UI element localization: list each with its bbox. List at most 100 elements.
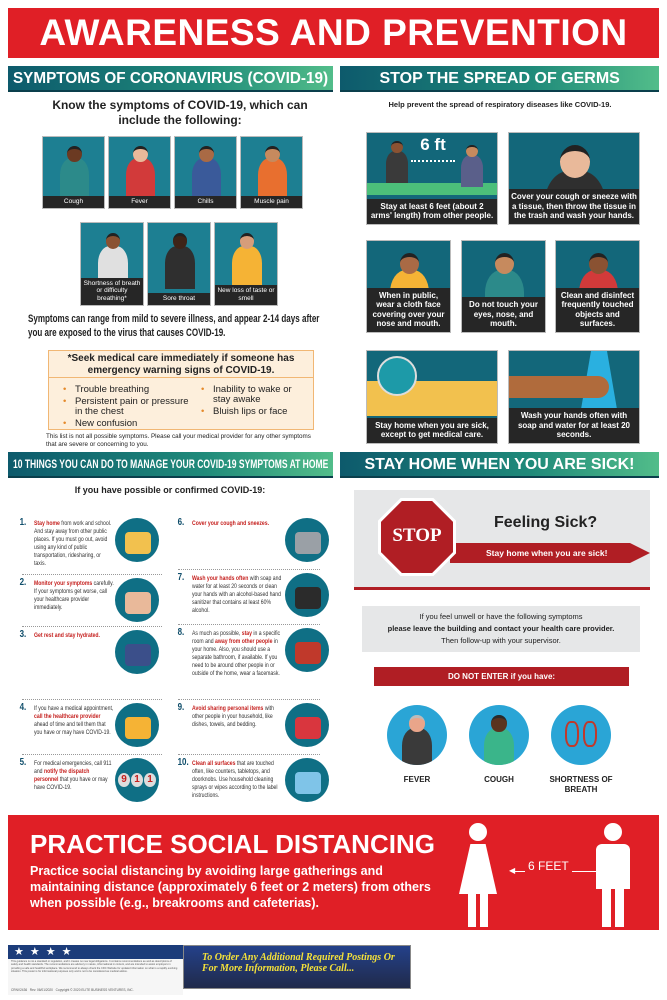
manage-item: 4. If you have a medical appointment, cal…: [20, 703, 114, 737]
warning-item: Inability to wake or stay awake: [201, 385, 309, 405]
person-head: [67, 145, 82, 162]
item-text: with other people in your household, lik…: [192, 705, 274, 728]
symptom-label: SHORTNESS OF BREATH: [549, 775, 613, 794]
distance-label: 6 ft: [420, 135, 446, 154]
stay-home-arrow: Stay home when you are sick!: [450, 543, 650, 563]
prevention-caption: When in public, wear a cloth face coveri…: [367, 287, 450, 332]
symptom-label: FEVER: [403, 775, 431, 784]
item-highlight: Clean all surfaces: [192, 760, 236, 767]
symptoms-header: SYMPTOMS OF CORONAVIRUS (COVID-19): [8, 66, 333, 92]
item-highlight: Get rest and stay hydrated.: [34, 632, 100, 639]
symptoms-range-text: Symptoms can range from mild to severe i…: [28, 313, 320, 339]
prevention-caption: Stay home when you are sick, except to g…: [367, 417, 497, 443]
do-not-enter-bar: DO NOT ENTER if you have:: [374, 667, 629, 686]
poster-code: CRNV2436: [11, 988, 28, 992]
symptoms-intro: Know the symptoms of COVID-19, which can…: [52, 98, 308, 127]
item-text: For medical emergencies, call 911 and: [34, 760, 112, 775]
emergency-warning-box: *Seek medical care immediately if someon…: [48, 350, 314, 430]
arrow-left-icon: ◀: [509, 866, 516, 875]
person-body: [125, 158, 156, 201]
manage-item: 5. For medical emergencies, call 911 and …: [20, 758, 114, 792]
symptom-label: Shortness of breath or difficulty breath…: [81, 277, 143, 305]
prevention-caption: Do not touch your eyes, nose, and mouth.: [462, 297, 545, 332]
prevention-caption: Wash your hands often with soap and wate…: [509, 408, 639, 443]
warning-item: Trouble breathing: [63, 385, 193, 396]
manage-item: 1. Stay home from work and school. And st…: [20, 518, 114, 568]
item-number: 4.: [19, 702, 27, 713]
person-head: [105, 233, 121, 250]
item-divider: [178, 699, 320, 700]
prevention-tile: Clean and disinfect frequently touched o…: [555, 240, 640, 333]
person-head: [133, 145, 148, 162]
item-highlight: Stay home: [34, 520, 60, 527]
instructions-box: If you feel unwell or have the following…: [362, 606, 640, 652]
manage-item: 3. Get rest and stay hydrated.: [20, 630, 114, 640]
revision: Rev. 06/01/2020: [29, 988, 53, 992]
item-text: As much as possible,: [192, 630, 242, 637]
manage-item-illustration-icon: [115, 578, 159, 622]
person-head: [409, 715, 425, 732]
person-body: [165, 245, 195, 289]
item-highlight: away from other people: [215, 638, 273, 645]
item-text: with soap and water for at least 20 seco…: [192, 575, 282, 614]
person-body: [401, 728, 433, 765]
germs-header-text: STOP THE SPREAD OF GERMS: [379, 70, 620, 87]
item-text: If you have a medical appointment,: [34, 705, 114, 712]
illustration-shape: [295, 532, 321, 554]
item-number: 3.: [19, 629, 27, 640]
item-text: carefully. If your symptoms get worse, c…: [34, 580, 114, 611]
feeling-sick-panel: Stay home when you are sick! STOP Feelin…: [354, 490, 650, 590]
symptom-tile: New loss of taste or smell: [214, 222, 278, 306]
symptom-tile: Fever: [108, 136, 171, 209]
item-number: 8.: [177, 627, 185, 638]
prevention-caption: Cover your cough or sneeze with a tissue…: [509, 189, 639, 224]
item-text: in your home. Also, you should use a sep…: [192, 638, 280, 677]
germs-header: STOP THE SPREAD OF GERMS: [340, 66, 659, 92]
item-text: in a specific room and: [192, 630, 281, 645]
person-body: [460, 154, 484, 187]
phone-digit: 9: [118, 773, 130, 787]
item-number: 1.: [19, 517, 27, 528]
illustration-shape: [295, 772, 321, 794]
prevention-tile: Stay home when you are sick, except to g…: [366, 350, 498, 444]
hand-icon: [509, 376, 609, 398]
person-head: [172, 233, 188, 250]
item-highlight: Wash your hands often: [192, 575, 249, 582]
warning-item: New confusion: [63, 419, 193, 430]
manage-intro: If you have possible or confirmed COVID-…: [74, 485, 266, 495]
manage-item-illustration-icon: [115, 703, 159, 747]
person-head: [491, 715, 507, 732]
symptom-tile: Cough: [42, 136, 105, 209]
manage-item: 10. Clean all surfaces that are touched o…: [178, 758, 283, 800]
manage-item-illustration-icon: [285, 573, 329, 617]
illustration-shape: [125, 532, 151, 554]
illustration-shape: [125, 644, 151, 666]
feeling-sick-title: Feeling Sick?: [494, 514, 598, 531]
male-figure-icon: [588, 823, 638, 927]
symptom-label: Muscle pain: [241, 196, 302, 208]
symptoms-footnote: This list is not all possible symptoms. …: [46, 433, 311, 448]
prevention-caption: Clean and disinfect frequently touched o…: [556, 287, 639, 332]
item-divider: [22, 699, 162, 700]
stop-label: STOP: [392, 525, 442, 546]
germs-intro: Help prevent the spread of respiratory d…: [388, 100, 612, 109]
item-highlight: Monitor your symptoms: [34, 580, 93, 587]
item-highlight: notify the dispatch personnel: [34, 768, 90, 783]
manage-item: 8. As much as possible, stay in a specifi…: [178, 628, 283, 678]
symptom-label: COUGH: [484, 775, 514, 784]
disclaimer-text: This guidance is not a standard or regul…: [11, 960, 178, 973]
shortness-of-breath-icon: [551, 705, 611, 765]
symptom-label: Cough: [43, 196, 104, 208]
symptom-tile: Muscle pain: [240, 136, 303, 209]
symptom-label: New loss of taste or smell: [215, 285, 277, 305]
person-body: [483, 728, 515, 765]
item-highlight: stay: [241, 630, 252, 637]
item-divider: [178, 569, 320, 570]
stars-icon: ★★★★: [14, 946, 78, 958]
illustration-shape: [295, 587, 321, 609]
illustration-shape: [125, 592, 151, 614]
social-body: Practice social distancing by avoiding l…: [30, 864, 431, 910]
order-info-box: To Order Any Additional Required Posting…: [183, 945, 411, 989]
person-head: [199, 145, 214, 162]
item-divider: [178, 624, 320, 625]
